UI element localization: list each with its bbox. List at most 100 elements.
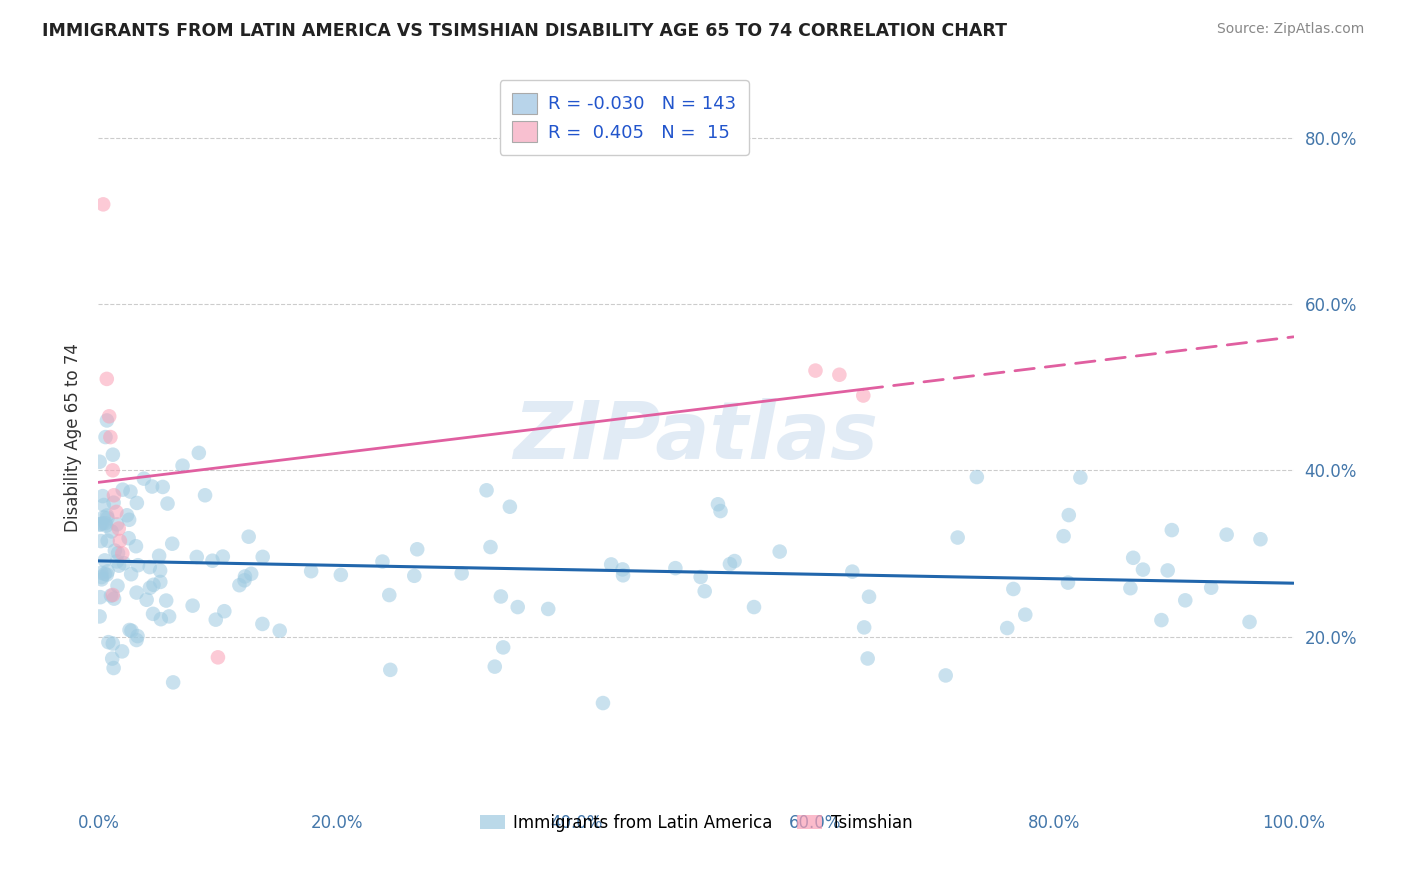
Point <box>450 566 472 581</box>
Point <box>406 542 429 557</box>
Point <box>107 546 129 560</box>
Point <box>125 633 148 648</box>
Point <box>479 540 502 554</box>
Point <box>709 504 731 518</box>
Point <box>93 498 115 512</box>
Point <box>127 629 149 643</box>
Text: IMMIGRANTS FROM LATIN AMERICA VS TSIMSHIAN DISABILITY AGE 65 TO 74 CORRELATION C: IMMIGRANTS FROM LATIN AMERICA VS TSIMSHI… <box>42 22 1007 40</box>
Point <box>1069 470 1091 484</box>
Point <box>155 593 177 607</box>
Point <box>101 588 124 602</box>
Point <box>537 602 560 616</box>
Point <box>111 546 134 560</box>
Point <box>612 568 634 582</box>
Text: ZIPatlas: ZIPatlas <box>513 398 879 476</box>
Point <box>186 549 208 564</box>
Point <box>1014 607 1036 622</box>
Point <box>91 197 114 211</box>
Point <box>149 612 172 626</box>
Point <box>181 599 204 613</box>
Point <box>105 517 128 532</box>
Point <box>194 488 217 502</box>
Point <box>492 640 515 655</box>
Point <box>111 644 134 658</box>
Point <box>1199 581 1222 595</box>
Point <box>804 363 827 377</box>
Point <box>142 578 165 592</box>
Point <box>139 560 162 574</box>
Point <box>1249 533 1271 547</box>
Point <box>204 613 226 627</box>
Point <box>1132 563 1154 577</box>
Point <box>96 413 118 427</box>
Point <box>707 497 730 511</box>
Point <box>207 650 229 665</box>
Point <box>299 564 322 578</box>
Point <box>117 531 139 545</box>
Point <box>89 590 111 604</box>
Point <box>329 567 352 582</box>
Point <box>105 505 128 519</box>
Point <box>100 524 122 539</box>
Point <box>966 470 988 484</box>
Point <box>664 561 686 575</box>
Point <box>125 496 148 510</box>
Point <box>157 609 180 624</box>
Point <box>252 616 274 631</box>
Point <box>853 620 876 634</box>
Point <box>600 558 623 572</box>
Point <box>211 549 233 564</box>
Point <box>90 570 112 584</box>
Point <box>98 430 122 444</box>
Point <box>90 572 112 586</box>
Point <box>380 663 402 677</box>
Point <box>689 570 711 584</box>
Point <box>378 588 401 602</box>
Point <box>233 574 256 588</box>
Point <box>108 533 131 548</box>
Point <box>149 574 172 589</box>
Point <box>828 368 851 382</box>
Point <box>101 636 124 650</box>
Point <box>718 557 741 571</box>
Point <box>1160 523 1182 537</box>
Point <box>841 565 863 579</box>
Point <box>132 472 155 486</box>
Point <box>1239 615 1261 629</box>
Point <box>112 556 135 570</box>
Point <box>97 635 120 649</box>
Point <box>156 497 179 511</box>
Point <box>142 607 165 621</box>
Point <box>149 564 172 578</box>
Point <box>103 661 125 675</box>
Point <box>120 567 142 582</box>
Point <box>852 388 875 402</box>
Point <box>475 483 498 498</box>
Point <box>89 517 111 532</box>
Point <box>103 488 125 502</box>
Point <box>91 489 114 503</box>
Point <box>135 592 157 607</box>
Point <box>404 569 426 583</box>
Point <box>592 696 614 710</box>
Point <box>1057 575 1080 590</box>
Point <box>506 600 529 615</box>
Point <box>238 530 260 544</box>
Point <box>96 567 118 582</box>
Point <box>742 600 765 615</box>
Text: Source: ZipAtlas.com: Source: ZipAtlas.com <box>1216 22 1364 37</box>
Point <box>1052 529 1074 543</box>
Point <box>96 372 118 386</box>
Point <box>115 508 138 523</box>
Point <box>1119 581 1142 595</box>
Point <box>1215 527 1237 541</box>
Point <box>93 566 115 581</box>
Point <box>187 446 209 460</box>
Point <box>162 675 184 690</box>
Point <box>484 659 506 673</box>
Point <box>371 555 394 569</box>
Point <box>89 517 111 532</box>
Point <box>995 621 1018 635</box>
Point <box>228 578 250 592</box>
Point <box>125 539 148 553</box>
